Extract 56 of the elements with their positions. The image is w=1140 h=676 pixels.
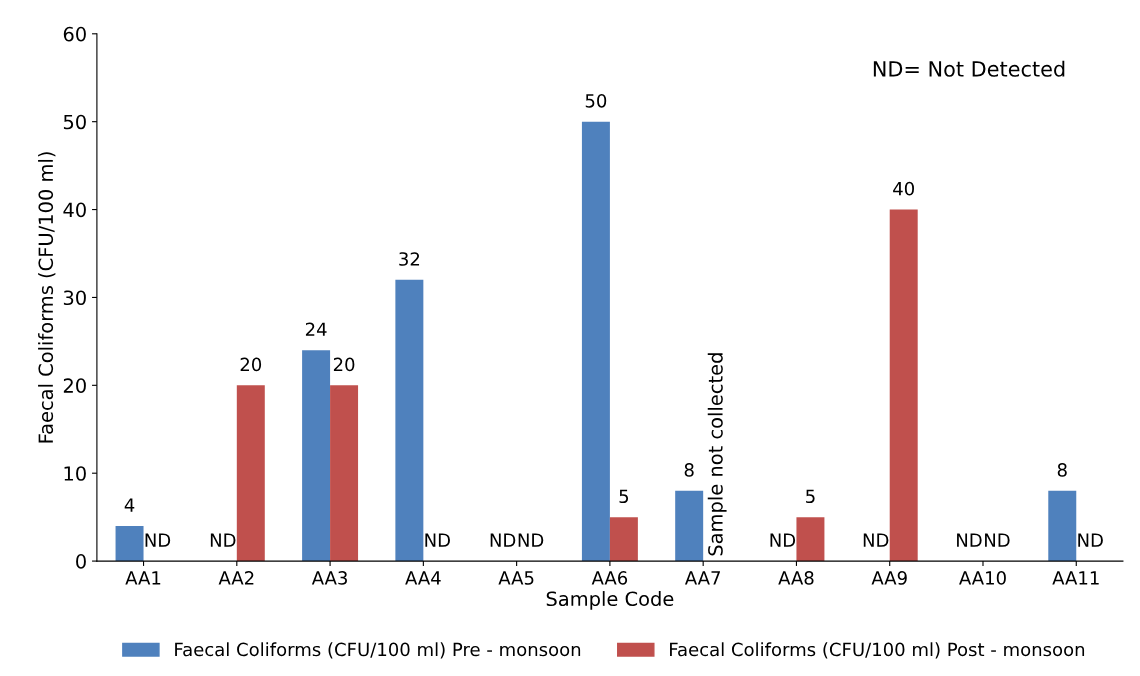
- data-label: 24: [305, 322, 327, 336]
- data-label: 8: [1057, 463, 1067, 477]
- legend-label: Faecal Coliforms (CFU/100 ml) Post - monsoon: [670, 642, 1085, 659]
- data-label: 20: [333, 357, 355, 372]
- bar: [796, 517, 825, 562]
- bar: [609, 517, 638, 562]
- data-label: 5: [806, 489, 815, 504]
- x-tick-label: AA5: [498, 571, 534, 585]
- text: ND: [425, 533, 450, 547]
- x-tick-label: AA1: [125, 571, 161, 585]
- x-tick-label: AA11: [1052, 571, 1099, 585]
- data-label: 4: [124, 498, 135, 512]
- text: ND: [518, 533, 544, 547]
- x-tick-label: AA3: [311, 571, 347, 585]
- bar: [1048, 490, 1077, 562]
- y-tick-label: 60: [63, 26, 86, 42]
- legend-label: Faecal Coliforms (CFU/100 ml) Pre - monsoon: [175, 642, 581, 659]
- text: ND: [145, 533, 171, 547]
- data-label: 50: [585, 93, 607, 108]
- text: ND: [957, 533, 982, 547]
- bar: [330, 385, 359, 562]
- text: ND: [210, 533, 236, 547]
- y-tick-label: 40: [63, 202, 86, 218]
- bar: [581, 121, 610, 562]
- text: ND: [490, 533, 516, 547]
- data-label: 20: [240, 357, 262, 372]
- data-label: 8: [684, 463, 694, 477]
- x-tick-label: AA4: [405, 571, 441, 585]
- y-tick-label: 30: [63, 290, 86, 306]
- data-label: 32: [399, 252, 420, 266]
- x-axis-title: Sample Code: [546, 591, 674, 610]
- bar: [889, 209, 918, 562]
- x-tick-label: AA9: [871, 571, 907, 585]
- x-tick-label: AA7: [684, 571, 720, 585]
- y-tick-label: 20: [63, 378, 86, 393]
- x-tick-label: AA8: [778, 571, 814, 585]
- y-tick-label: 50: [63, 114, 86, 130]
- data-label: 5: [619, 489, 629, 504]
- y-tick-label: 0: [76, 554, 86, 569]
- y-axis-title: Faecal Coliforms (CFU/100 ml): [38, 152, 56, 443]
- y-tick-label: 10: [64, 466, 86, 481]
- annotation: ND= Not Detected: [873, 60, 1065, 77]
- text: ND: [863, 533, 889, 547]
- bar: [115, 525, 144, 562]
- text: ND: [1078, 533, 1103, 547]
- annotation: Sample not collected: [707, 353, 727, 556]
- x-tick-label: AA6: [591, 571, 628, 585]
- x-tick-label: AA2: [218, 571, 254, 585]
- bar: [302, 350, 331, 562]
- bar: [395, 279, 424, 562]
- bar: [675, 490, 704, 562]
- data-label: 40: [893, 181, 914, 196]
- text: ND: [770, 533, 796, 547]
- bar: [236, 385, 265, 562]
- text: ND: [985, 533, 1010, 547]
- x-tick-label: AA10: [959, 571, 1006, 585]
